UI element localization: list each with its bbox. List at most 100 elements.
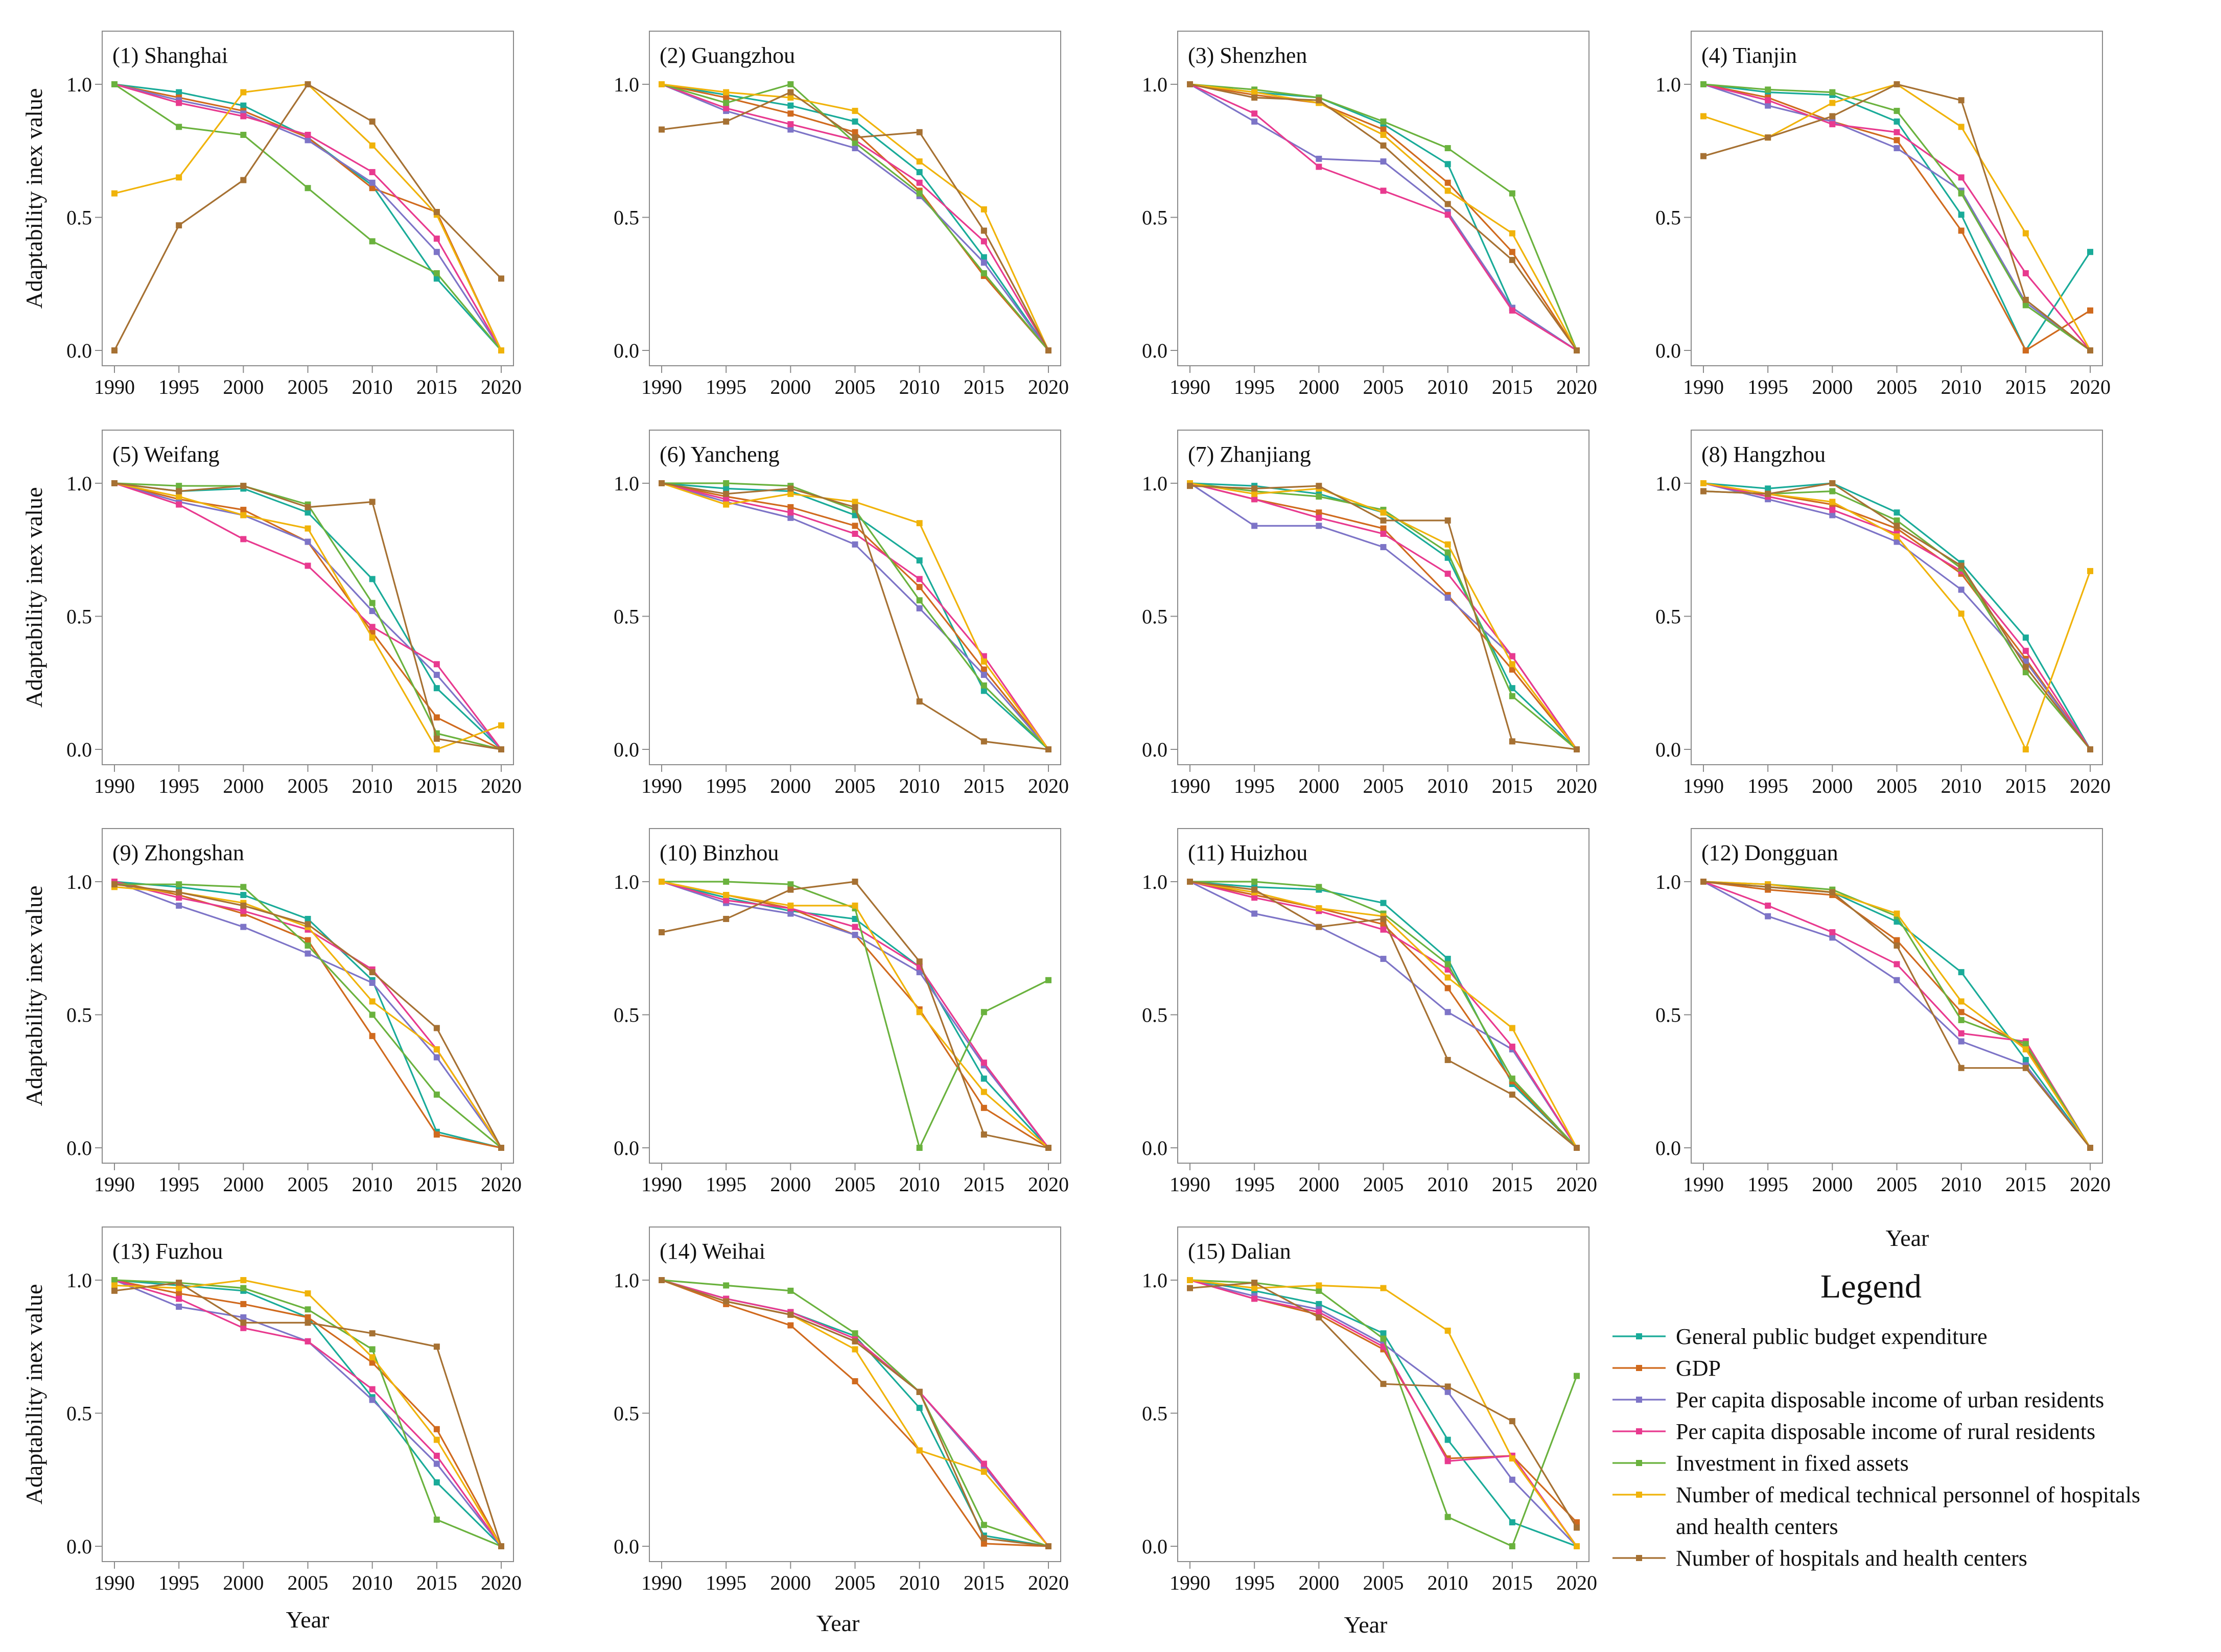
x-tick-label: 2005	[835, 774, 876, 797]
data-point	[1765, 490, 1771, 497]
data-point	[305, 185, 311, 192]
x-tick-label: 1995	[1747, 375, 1788, 398]
x-tick-label: 2000	[1812, 1173, 1853, 1196]
legend-label: Number of hospitals and health centers	[1676, 1546, 2027, 1571]
data-point	[1444, 201, 1451, 207]
data-point	[1251, 886, 1258, 893]
data-point	[1045, 1543, 1051, 1549]
data-point	[1893, 961, 1900, 967]
y-tick-label: 1.0	[1655, 73, 1681, 96]
data-point	[1316, 509, 1322, 516]
legend: Legend General public budget expenditure G…	[1612, 1268, 2140, 1571]
legend-swatch-marker	[1636, 1492, 1642, 1498]
data-point	[1765, 102, 1771, 109]
x-tick-label: 2010	[1428, 1173, 1468, 1196]
x-tick-label: 2000	[1298, 1571, 1339, 1594]
data-point	[369, 118, 376, 125]
data-point	[2087, 249, 2093, 255]
x-tick-label: 1990	[1683, 375, 1724, 398]
data-point	[369, 608, 376, 615]
data-point	[1444, 1383, 1451, 1390]
data-point	[240, 1319, 247, 1326]
data-point	[1380, 530, 1387, 537]
data-point	[1444, 1514, 1451, 1520]
data-point	[1509, 1519, 1515, 1526]
data-point	[916, 129, 923, 135]
data-point	[1509, 1091, 1515, 1098]
chart-panel: 0.0 0.5 1.0 1990 1995 2000 2005 2010 2015 2020 (11…	[1142, 828, 1597, 1196]
x-tick-label: 2020	[1028, 375, 1069, 398]
data-point	[176, 89, 182, 96]
panel-title: (14) Weihai	[660, 1239, 765, 1264]
data-point	[1251, 485, 1258, 492]
data-point	[916, 584, 923, 591]
data-point	[1829, 480, 1836, 486]
data-point	[1444, 549, 1451, 556]
data-point	[1893, 533, 1900, 540]
data-point	[498, 722, 504, 729]
x-tick-label: 2010	[1941, 774, 1982, 797]
x-tick-label: 1995	[1747, 774, 1788, 797]
data-point	[369, 1346, 376, 1353]
data-point	[1380, 1330, 1387, 1337]
y-tick-label: 1.0	[1142, 870, 1167, 893]
data-point	[176, 1290, 182, 1297]
data-point	[1509, 661, 1515, 668]
x-tick-label: 2020	[481, 1571, 522, 1594]
y-tick-label: 0.5	[66, 1004, 92, 1027]
data-point	[1574, 1145, 1580, 1151]
y-tick-label: 0.5	[614, 206, 639, 229]
data-point	[659, 480, 665, 486]
data-point	[1316, 155, 1322, 162]
y-tick-label: 0.5	[1655, 1004, 1681, 1027]
data-point	[369, 1011, 376, 1018]
y-tick-label: 0.0	[66, 738, 92, 761]
data-point	[787, 81, 794, 87]
data-point	[852, 499, 858, 505]
chart-panel: 0.0 0.5 1.0 1990 1995 2000 2005 2010 2015 2020 (2)…	[614, 31, 1069, 398]
x-tick-label: 2005	[835, 375, 876, 398]
chart-panel: 0.0 0.5 1.0 1990 1995 2000 2005 2010 2015 2020 (14…	[614, 1226, 1069, 1594]
data-point	[916, 557, 923, 564]
data-point	[1958, 1065, 1965, 1071]
data-point	[1251, 118, 1258, 125]
x-tick-label: 2000	[1812, 774, 1853, 797]
data-point	[1765, 884, 1771, 890]
data-point	[176, 1304, 182, 1310]
data-point	[176, 493, 182, 500]
data-point	[1380, 926, 1387, 933]
x-tick-label: 2010	[352, 375, 393, 398]
legend-label: General public budget expenditure	[1676, 1324, 1988, 1349]
data-point	[1958, 1030, 1965, 1036]
x-tick-label: 2015	[964, 1173, 1004, 1196]
data-point	[1316, 1309, 1322, 1315]
data-point	[1444, 956, 1451, 962]
data-point	[1251, 1285, 1258, 1291]
data-point	[659, 126, 665, 133]
data-point	[852, 523, 858, 529]
data-point	[1251, 523, 1258, 529]
data-point	[305, 509, 311, 516]
data-point	[176, 222, 182, 229]
data-point	[1316, 924, 1322, 930]
legend-swatch-marker	[1636, 1397, 1642, 1403]
data-point	[1509, 693, 1515, 699]
x-tick-label: 2005	[1363, 375, 1404, 398]
x-tick-label: 1995	[706, 1571, 746, 1594]
data-point	[1444, 974, 1451, 981]
data-point	[1829, 934, 1836, 941]
plot-frame	[1177, 430, 1589, 765]
y-tick-label: 0.5	[66, 1402, 92, 1425]
data-point	[1045, 746, 1051, 752]
data-point	[305, 137, 311, 144]
data-point	[2087, 746, 2093, 752]
x-tick-label: 1995	[158, 375, 199, 398]
data-point	[980, 1059, 987, 1066]
data-point	[1574, 746, 1580, 752]
data-point	[433, 714, 440, 721]
data-point	[1893, 129, 1900, 135]
data-point	[369, 238, 376, 245]
x-tick-label: 1990	[641, 375, 682, 398]
data-point	[433, 1343, 440, 1350]
legend-swatch-marker	[1636, 1555, 1642, 1561]
